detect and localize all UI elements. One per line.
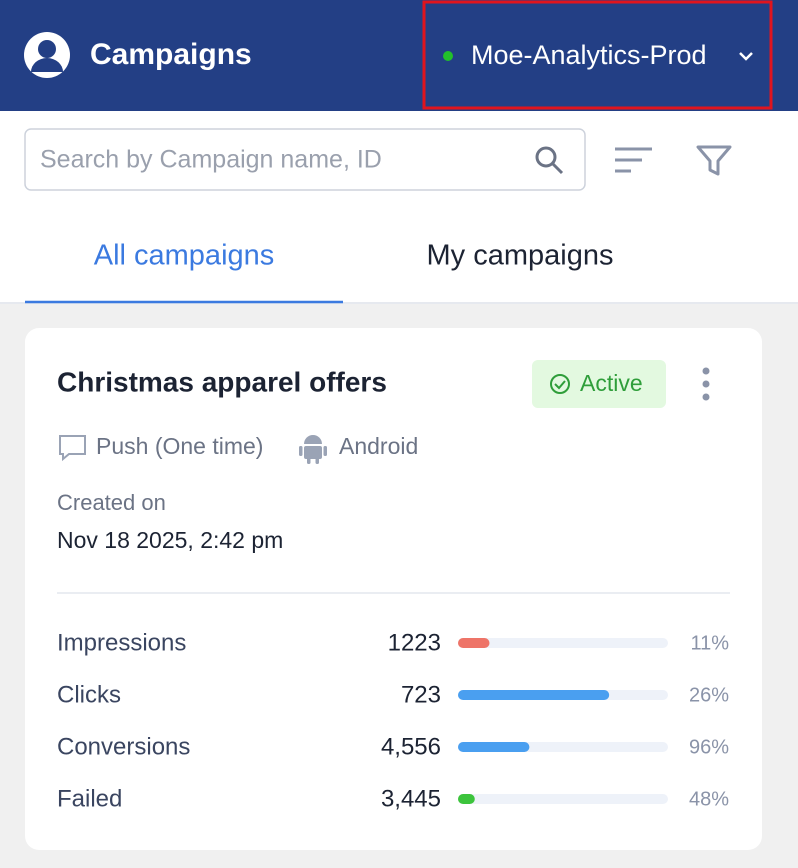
status-dot bbox=[443, 51, 453, 61]
metric-bar bbox=[458, 690, 610, 700]
push-icon bbox=[59, 435, 86, 462]
metric-value: 4,556 bbox=[381, 733, 441, 760]
channel: Push (One time) bbox=[96, 433, 263, 459]
tab[interactable]: My campaigns bbox=[427, 240, 614, 272]
metric-percent: 11% bbox=[690, 632, 729, 654]
check-icon bbox=[550, 374, 570, 394]
metric-bar bbox=[458, 742, 530, 752]
status-text: Active bbox=[580, 370, 643, 396]
status-badge bbox=[532, 360, 666, 408]
search-box[interactable] bbox=[24, 128, 586, 191]
created-label: Created on bbox=[57, 490, 166, 515]
metric-value: 3,445 bbox=[381, 785, 441, 812]
campaign-card[interactable] bbox=[25, 328, 762, 850]
sort-icon[interactable] bbox=[615, 147, 652, 173]
metric-value: 1223 bbox=[388, 629, 441, 656]
campaign-title: Christmas apparel offers bbox=[57, 366, 387, 397]
avatar-icon[interactable] bbox=[24, 32, 70, 78]
header bbox=[0, 0, 798, 111]
metric-label: Conversions bbox=[57, 733, 190, 760]
metric-percent: 96% bbox=[689, 736, 729, 758]
created-date: Nov 18 2025, 2:42 pm bbox=[57, 527, 283, 553]
workspace-name: Moe-Analytics-Prod bbox=[471, 40, 707, 70]
metric-track bbox=[458, 794, 668, 804]
metric-value: 723 bbox=[401, 681, 441, 708]
metric-label: Clicks bbox=[57, 681, 121, 708]
metric-percent: 48% bbox=[689, 788, 729, 810]
metric-label: Failed bbox=[57, 785, 122, 812]
filter-icon[interactable] bbox=[696, 145, 732, 176]
metric-percent: 26% bbox=[689, 684, 729, 706]
android-icon bbox=[299, 435, 327, 464]
header-title: Campaigns bbox=[90, 38, 252, 71]
metrics: Impressions 1223 11% Clicks 723 26% Conversion… bbox=[57, 629, 729, 812]
metric-bar bbox=[458, 794, 475, 804]
chevron-icon bbox=[739, 52, 753, 61]
metric-bar bbox=[458, 638, 490, 648]
metric-label: Impressions bbox=[57, 629, 186, 656]
more-icon[interactable] bbox=[702, 367, 710, 401]
platform: Android bbox=[339, 433, 418, 459]
search-placeholder: Search by Campaign name, ID bbox=[40, 146, 382, 174]
metric-track bbox=[458, 638, 668, 648]
tab-active[interactable]: All campaigns bbox=[94, 240, 275, 272]
workspace-selector[interactable] bbox=[422, 0, 773, 110]
search-icon[interactable] bbox=[535, 146, 564, 175]
